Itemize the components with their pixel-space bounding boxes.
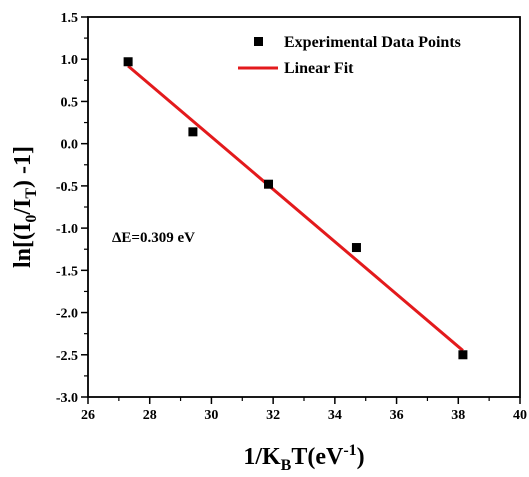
x-axis-title: 1/KBT(eV-1) [243, 442, 364, 474]
x-tick-label: 34 [328, 408, 342, 423]
axis-ticks [81, 16, 521, 404]
y-axis-title: ln[(I0/IT) -1] [10, 146, 40, 268]
x-tick-label: 26 [81, 408, 95, 423]
legend: Experimental Data Points Linear Fit [238, 34, 461, 77]
linear-fit-line [127, 64, 464, 352]
fit-layer [127, 64, 464, 352]
data-point [123, 57, 133, 67]
y-tick-label: -2.0 [56, 307, 78, 322]
x-tick-label: 38 [451, 408, 465, 423]
legend-marker-experimental [254, 37, 263, 46]
x-tick-labels: 26 28 30 32 34 36 38 40 [81, 408, 527, 423]
data-point [264, 179, 274, 189]
y-tick-label: 1.0 [61, 53, 79, 68]
x-tick-label: 40 [513, 408, 527, 423]
legend-label-fit: Linear Fit [284, 60, 354, 77]
x-tick-label: 36 [390, 408, 404, 423]
y-tick-label: 0.5 [61, 95, 79, 110]
x-tick-label: 32 [266, 408, 280, 423]
x-tick-label: 28 [143, 408, 157, 423]
data-point [458, 350, 468, 360]
data-point [351, 243, 361, 253]
legend-label-experimental: Experimental Data Points [284, 34, 461, 51]
y-tick-label: -1.0 [56, 222, 78, 237]
y-tick-label: -1.5 [56, 264, 78, 279]
y-tick-label: -2.5 [56, 349, 78, 364]
points-layer [123, 57, 468, 360]
data-point [188, 127, 198, 137]
y-tick-label: 1.5 [61, 11, 79, 26]
y-tick-label: -0.5 [56, 180, 78, 195]
y-tick-label: 0.0 [61, 138, 79, 153]
y-tick-labels: 1.5 1.0 0.5 0.0 -0.5 -1.0 -1.5 -2.0 -2.5 -3.0 [56, 11, 78, 406]
y-tick-label: -3.0 [56, 391, 78, 406]
delta-e-annotation: ΔE=0.309 eV [112, 230, 195, 246]
x-tick-label: 30 [204, 408, 218, 423]
